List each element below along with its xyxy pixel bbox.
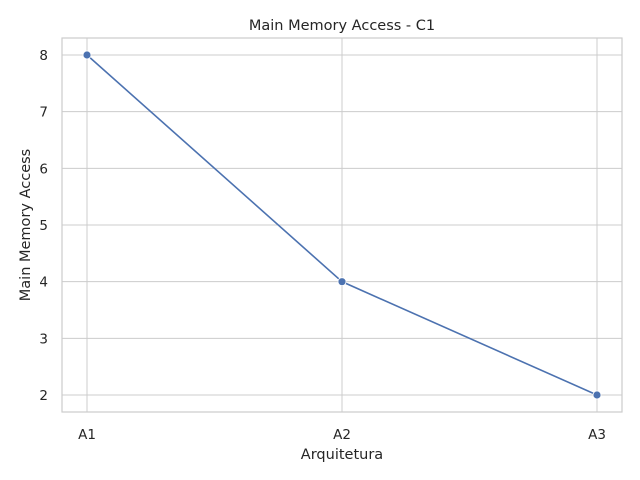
series-layer [82, 50, 602, 400]
data-point [82, 50, 92, 60]
y-tick-label: 7 [39, 105, 48, 121]
y-tick-label: 5 [39, 218, 48, 234]
y-tick-label: 3 [39, 331, 48, 347]
y-tick-label: 2 [39, 388, 48, 404]
y-axis-label: Main Memory Access [18, 149, 34, 301]
x-tick-label: A3 [588, 427, 606, 443]
y-tick-label: 8 [39, 48, 48, 64]
x-tick-label: A1 [78, 427, 96, 443]
chart-title: Main Memory Access - C1 [249, 18, 435, 34]
grid-lines [62, 38, 622, 412]
x-tick-labels: A1 A2 A3 [78, 427, 606, 443]
plot-frame [61, 37, 623, 413]
x-axis-label: Arquitetura [301, 447, 383, 463]
data-point [337, 277, 347, 287]
y-tick-label: 4 [39, 275, 48, 291]
data-point [592, 390, 602, 400]
y-tick-label: 6 [39, 161, 48, 177]
y-tick-labels: 2 3 4 5 6 7 8 [39, 48, 48, 404]
x-tick-label: A2 [333, 427, 351, 443]
